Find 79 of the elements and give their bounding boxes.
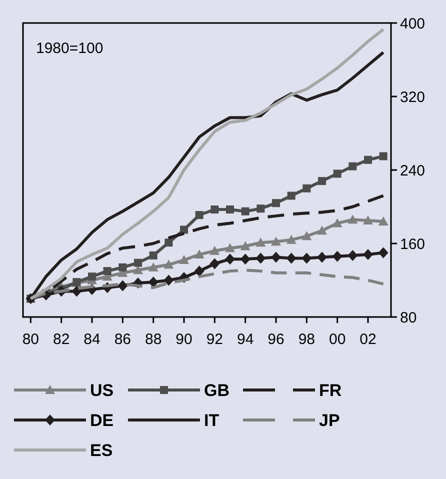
point bbox=[256, 238, 266, 247]
point bbox=[148, 276, 158, 288]
legend-label: DE bbox=[90, 411, 114, 430]
point bbox=[272, 199, 280, 208]
point bbox=[164, 260, 174, 269]
point bbox=[363, 249, 373, 260]
point bbox=[72, 286, 82, 297]
x-tick-label: 82 bbox=[52, 331, 70, 348]
point bbox=[302, 184, 311, 192]
x-tick-label: 02 bbox=[360, 331, 376, 348]
point bbox=[225, 254, 235, 265]
point bbox=[241, 207, 250, 216]
point bbox=[240, 241, 250, 250]
point bbox=[286, 252, 296, 264]
point bbox=[226, 206, 234, 214]
point bbox=[210, 206, 219, 214]
point bbox=[149, 251, 158, 260]
point bbox=[225, 243, 235, 252]
x-tick-label: 88 bbox=[144, 331, 162, 348]
point bbox=[256, 252, 266, 264]
point bbox=[378, 216, 388, 226]
x-tick-label: 92 bbox=[206, 331, 224, 348]
point bbox=[271, 252, 281, 263]
legend-label: IT bbox=[204, 411, 220, 430]
x-tick-label: 96 bbox=[268, 331, 284, 348]
point bbox=[333, 170, 342, 178]
point bbox=[271, 236, 281, 246]
point bbox=[134, 258, 142, 267]
point bbox=[194, 250, 204, 259]
point bbox=[363, 216, 373, 225]
legend-label: FR bbox=[319, 381, 342, 400]
y-tick-label: 80 bbox=[400, 309, 417, 326]
x-tick-label: 84 bbox=[84, 331, 100, 348]
legend-label: JP bbox=[319, 411, 340, 430]
x-tick-label: 94 bbox=[236, 331, 254, 348]
point bbox=[118, 280, 128, 292]
point bbox=[348, 162, 357, 170]
legend-label: ES bbox=[90, 441, 113, 460]
point bbox=[317, 226, 327, 235]
y-tick-label: 320 bbox=[400, 88, 426, 106]
point bbox=[148, 262, 158, 272]
point bbox=[364, 156, 372, 164]
x-tick-label: 98 bbox=[298, 331, 316, 348]
point bbox=[195, 211, 204, 220]
point bbox=[256, 204, 265, 213]
point bbox=[88, 272, 96, 281]
point bbox=[286, 234, 296, 244]
y-tick-label: 240 bbox=[400, 162, 426, 180]
point bbox=[379, 152, 388, 160]
x-tick-label: 00 bbox=[328, 331, 346, 348]
y-tick-label: 160 bbox=[400, 236, 426, 253]
point bbox=[164, 274, 174, 286]
point bbox=[348, 214, 358, 224]
point bbox=[302, 252, 312, 264]
point bbox=[348, 250, 358, 261]
point bbox=[210, 258, 220, 270]
point bbox=[210, 246, 220, 255]
point bbox=[378, 247, 388, 258]
x-tick-label: 86 bbox=[114, 331, 132, 348]
point bbox=[103, 267, 112, 276]
legend-label: GB bbox=[204, 381, 230, 400]
annotation: 1980=100 bbox=[36, 40, 104, 57]
y-tick-label: 400 bbox=[400, 15, 426, 32]
point bbox=[332, 218, 342, 228]
x-tick-label: 90 bbox=[176, 331, 192, 348]
x-tick-label: 80 bbox=[22, 331, 40, 348]
point bbox=[180, 226, 188, 234]
point bbox=[332, 250, 342, 262]
point bbox=[287, 192, 296, 200]
point bbox=[164, 238, 173, 247]
point bbox=[133, 265, 143, 274]
legend-label: US bbox=[90, 381, 114, 400]
point bbox=[179, 255, 189, 264]
point bbox=[194, 266, 204, 277]
point bbox=[317, 252, 327, 263]
point bbox=[302, 231, 312, 240]
point bbox=[240, 254, 250, 265]
point bbox=[318, 177, 326, 186]
point bbox=[118, 263, 127, 272]
